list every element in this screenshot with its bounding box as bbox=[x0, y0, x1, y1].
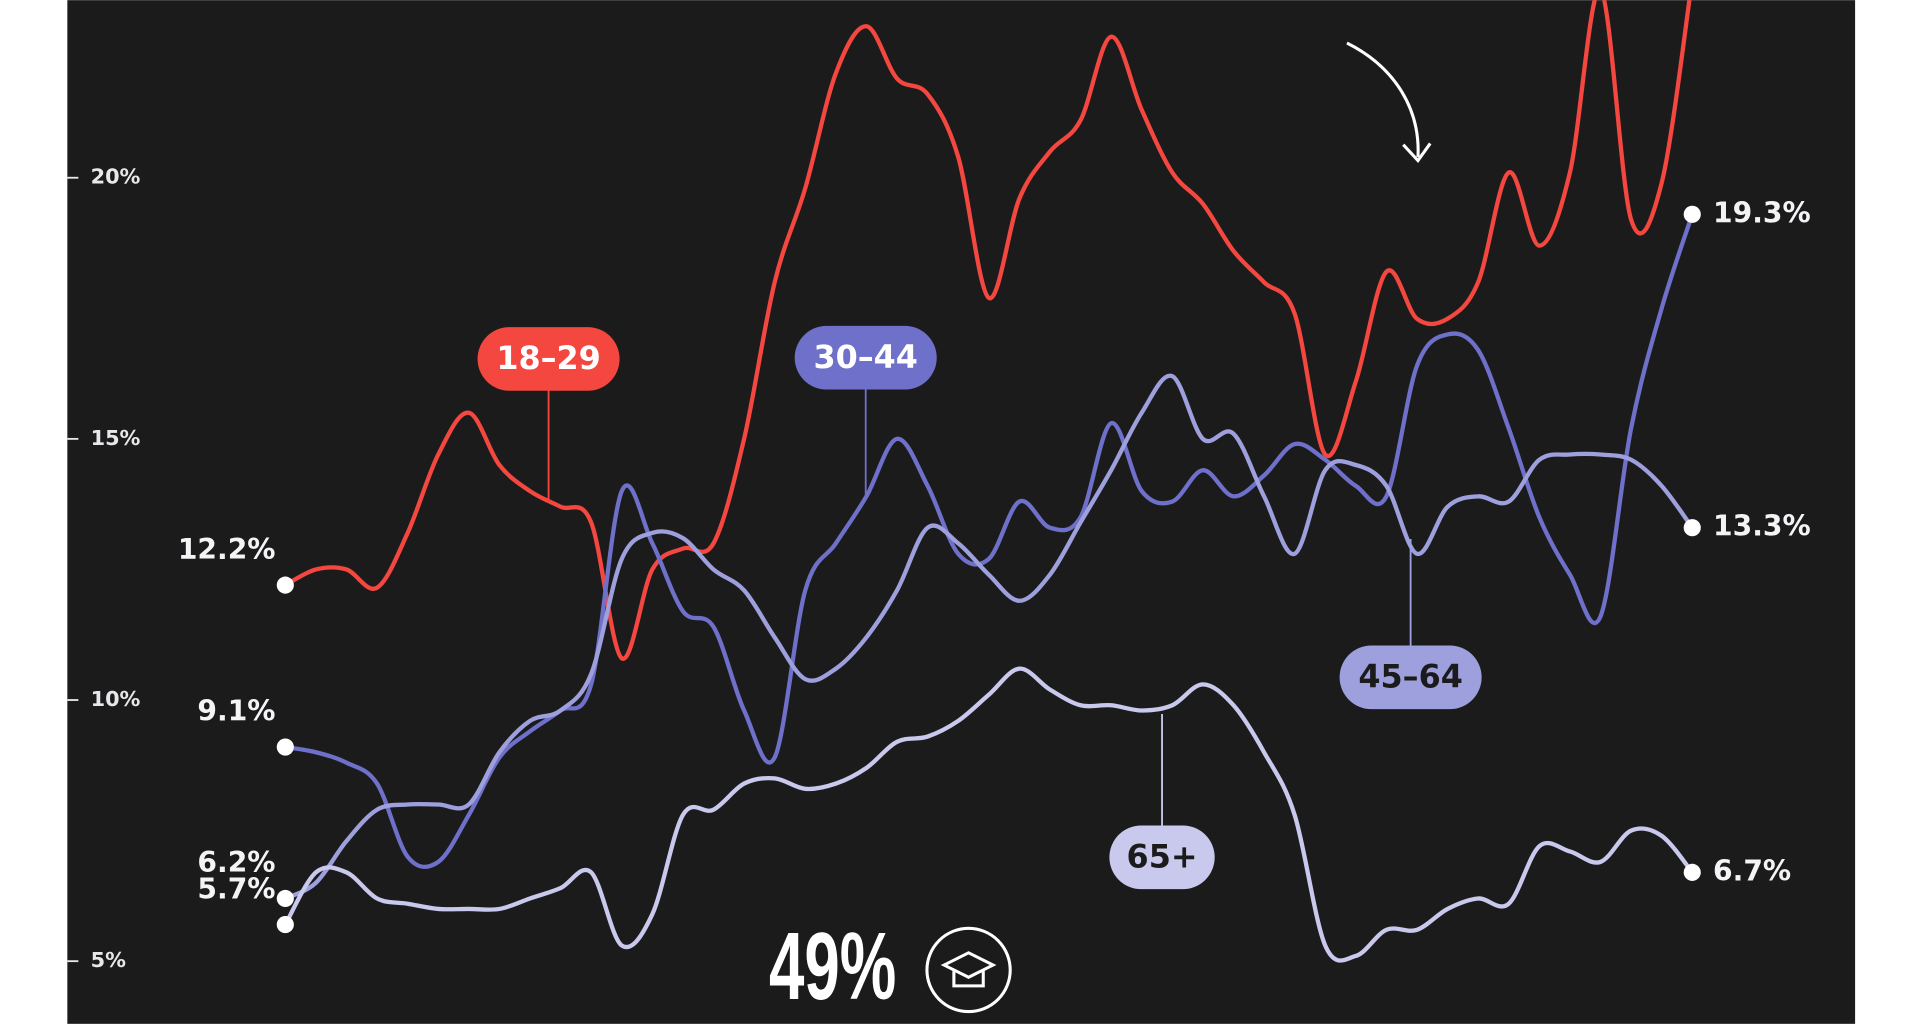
value-label: 12.2% bbox=[178, 533, 276, 566]
end-dot bbox=[276, 738, 294, 756]
legend-label: 45–64 bbox=[1358, 658, 1463, 696]
legend-label: 30–44 bbox=[813, 338, 918, 376]
value-label: 5.7% bbox=[197, 872, 275, 905]
end-dot bbox=[1683, 519, 1701, 537]
value-label: 6.7% bbox=[1713, 854, 1791, 887]
value-label: 9.1% bbox=[197, 695, 275, 728]
annotation: 49% bbox=[769, 914, 896, 1020]
value-label: 13.3% bbox=[1713, 510, 1811, 543]
y-tick-label: 10% bbox=[91, 687, 141, 711]
series-tag bbox=[1109, 825, 1215, 890]
end-dot bbox=[276, 576, 294, 594]
arrow bbox=[1346, 41, 1420, 157]
y-tick-label: 15% bbox=[91, 426, 141, 450]
series-tag bbox=[794, 325, 937, 390]
legend-label: 18–29 bbox=[496, 339, 601, 377]
series-tag bbox=[477, 327, 620, 391]
end-dot bbox=[1683, 205, 1701, 223]
arrow-head bbox=[1402, 142, 1432, 163]
end-dot bbox=[276, 889, 294, 908]
end-dot bbox=[276, 916, 294, 934]
legend-label: 65+ bbox=[1127, 838, 1198, 876]
end-dot bbox=[1683, 863, 1701, 881]
y-tick-label: 5% bbox=[91, 948, 126, 972]
series-line bbox=[284, 0, 1692, 661]
value-label: 19.3% bbox=[1713, 196, 1811, 229]
series-tag bbox=[1339, 645, 1482, 710]
cap-icon bbox=[925, 926, 1012, 1014]
value-label: 6.2% bbox=[197, 846, 275, 879]
y-tick-label: 20% bbox=[91, 165, 141, 189]
series-line bbox=[284, 373, 1694, 901]
series-line bbox=[284, 213, 1695, 869]
series-line bbox=[283, 666, 1694, 963]
